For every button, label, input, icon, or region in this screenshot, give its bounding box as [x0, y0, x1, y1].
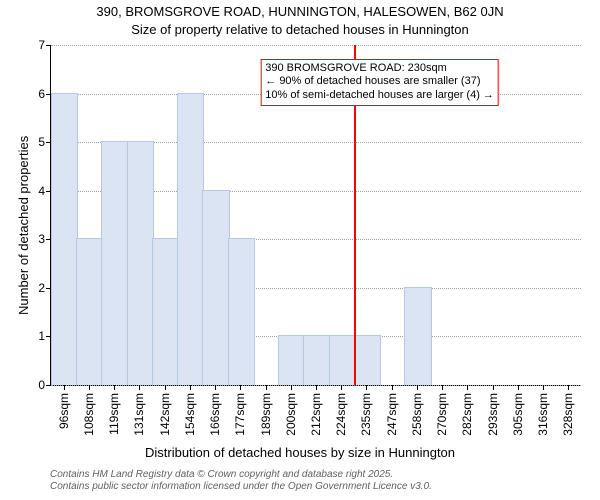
xtick-label: 305sqm	[511, 393, 525, 436]
ytick-label: 2	[38, 281, 45, 295]
bar	[303, 335, 330, 385]
xtick-label: 96sqm	[57, 393, 71, 429]
xtick-mark	[190, 385, 191, 390]
ytick-label: 6	[38, 87, 45, 101]
bar	[329, 335, 356, 385]
xtick-mark	[240, 385, 241, 390]
ytick-label: 5	[38, 135, 45, 149]
xtick-mark	[543, 385, 544, 390]
xtick-label: 247sqm	[385, 393, 399, 436]
bar	[101, 141, 128, 385]
xtick-mark	[442, 385, 443, 390]
ytick-label: 4	[38, 184, 45, 198]
xtick-label: 154sqm	[183, 393, 197, 436]
xtick-label: 328sqm	[561, 393, 575, 436]
xtick-mark	[568, 385, 569, 390]
xtick-label: 258sqm	[410, 393, 424, 436]
ytick-mark	[46, 45, 51, 46]
y-axis-label: Number of detached properties	[16, 136, 31, 315]
xtick-mark	[89, 385, 90, 390]
xtick-mark	[341, 385, 342, 390]
annotation-line-2: ← 90% of detached houses are smaller (37…	[265, 75, 494, 89]
ytick-label: 1	[38, 329, 45, 343]
bar	[354, 335, 381, 385]
xtick-label: 293sqm	[486, 393, 500, 436]
xtick-mark	[266, 385, 267, 390]
xtick-mark	[518, 385, 519, 390]
plot-area: 390 BROMSGROVE ROAD: 230sqm ← 90% of det…	[50, 45, 581, 386]
bar	[177, 93, 204, 385]
ytick-label: 0	[38, 378, 45, 392]
footer-attribution: Contains HM Land Registry data © Crown c…	[50, 469, 432, 493]
xtick-label: 282sqm	[460, 393, 474, 436]
xtick-label: 177sqm	[233, 393, 247, 436]
bar	[228, 238, 255, 385]
xtick-mark	[392, 385, 393, 390]
footer-line-1: Contains HM Land Registry data © Crown c…	[50, 469, 432, 481]
xtick-mark	[493, 385, 494, 390]
xtick-label: 119sqm	[107, 393, 121, 435]
bar	[76, 238, 103, 385]
chart-title: 390, BROMSGROVE ROAD, HUNNINGTON, HALESO…	[0, 4, 600, 19]
xtick-label: 189sqm	[259, 393, 273, 436]
ytick-label: 7	[38, 38, 45, 52]
xtick-label: 270sqm	[435, 393, 449, 436]
xtick-label: 200sqm	[284, 393, 298, 436]
bar	[404, 287, 431, 385]
xtick-label: 131sqm	[132, 393, 146, 436]
marker-annotation: 390 BROMSGROVE ROAD: 230sqm ← 90% of det…	[260, 59, 499, 106]
footer-line-2: Contains public sector information licen…	[50, 481, 432, 493]
gridline	[51, 45, 581, 46]
bar	[152, 238, 179, 385]
xtick-label: 108sqm	[82, 393, 96, 436]
bar	[202, 190, 229, 385]
bar	[51, 93, 78, 385]
chart-subtitle: Size of property relative to detached ho…	[0, 22, 600, 37]
xtick-mark	[366, 385, 367, 390]
xtick-label: 166sqm	[208, 393, 222, 436]
xtick-label: 316sqm	[536, 393, 550, 436]
xtick-label: 235sqm	[359, 393, 373, 436]
x-axis-label: Distribution of detached houses by size …	[0, 445, 600, 460]
annotation-line-1: 390 BROMSGROVE ROAD: 230sqm	[265, 62, 494, 76]
xtick-mark	[114, 385, 115, 390]
xtick-label: 212sqm	[309, 393, 323, 436]
ytick-label: 3	[38, 232, 45, 246]
bar	[127, 141, 154, 385]
xtick-mark	[215, 385, 216, 390]
figure: 390, BROMSGROVE ROAD, HUNNINGTON, HALESO…	[0, 0, 600, 500]
xtick-mark	[165, 385, 166, 390]
ytick-mark	[46, 385, 51, 386]
xtick-mark	[291, 385, 292, 390]
xtick-mark	[467, 385, 468, 390]
bar	[278, 335, 305, 385]
xtick-label: 142sqm	[158, 393, 172, 436]
xtick-label: 224sqm	[334, 393, 348, 436]
xtick-mark	[64, 385, 65, 390]
xtick-mark	[417, 385, 418, 390]
xtick-mark	[139, 385, 140, 390]
xtick-mark	[316, 385, 317, 390]
annotation-line-3: 10% of semi-detached houses are larger (…	[265, 89, 494, 103]
